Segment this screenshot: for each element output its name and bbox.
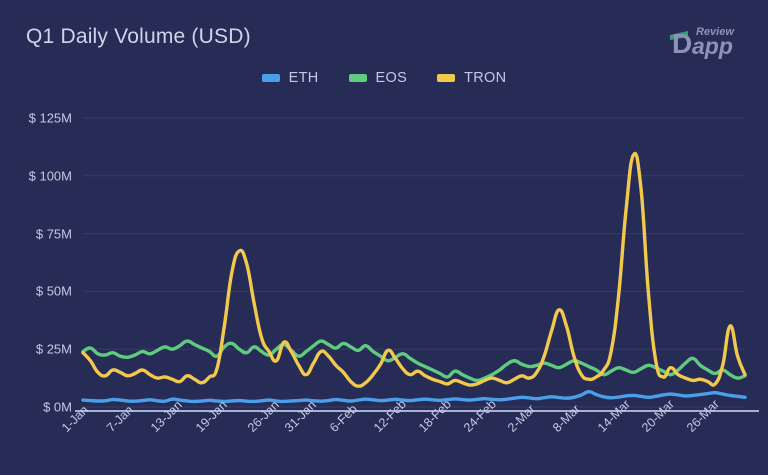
x-axis-tick-label: 13-Jan <box>148 397 186 435</box>
svg-text:Review: Review <box>696 26 735 38</box>
chart-title: Q1 Daily Volume (USD) <box>26 25 251 48</box>
y-axis-tick-label: $ 75M <box>35 226 72 242</box>
x-axis-tick-label: 31-Jan <box>282 397 320 435</box>
y-axis: $ 125M $ 100M $ 75M $ 50M $ 25M $ 0M <box>0 0 72 475</box>
series-line-tron <box>81 151 747 388</box>
y-axis-tick-label: $ 25M <box>35 341 72 357</box>
dappreview-logo: D app Review <box>666 16 750 60</box>
series-line-eos <box>81 339 747 383</box>
x-axis-tick-label: 26-Mar <box>683 397 722 435</box>
svg-text:app: app <box>692 33 733 59</box>
y-axis-tick-label: $ 125M <box>28 110 72 126</box>
y-axis-tick-label: $ 100M <box>28 168 72 184</box>
x-axis-tick-label: 2-Mar <box>505 401 539 435</box>
x-axis-tick-label: 7-Jan <box>103 402 136 435</box>
series-line-eth <box>81 390 747 404</box>
y-axis-tick-label: $ 0M <box>43 399 72 415</box>
x-axis-tick-label: 14-Mar <box>594 397 633 435</box>
x-axis-tick-label: 6-Feb <box>326 401 360 435</box>
x-axis-tick-label: 1-Jan <box>59 402 92 435</box>
x-axis-tick-label: 12-Feb <box>371 396 410 435</box>
x-axis-tick-label: 19-Jan <box>192 397 230 435</box>
y-axis-tick-label: $ 50M <box>35 283 72 299</box>
svg-text:D: D <box>672 28 692 59</box>
x-axis-tick-label: 18-Feb <box>416 396 454 435</box>
x-axis-tick-label: 20-Mar <box>639 397 678 435</box>
x-axis-tick-label: 26-Jan <box>244 397 282 435</box>
x-axis-tick-label: 24-Feb <box>460 396 499 435</box>
x-axis-tick-label: 8-Mar <box>549 401 583 435</box>
